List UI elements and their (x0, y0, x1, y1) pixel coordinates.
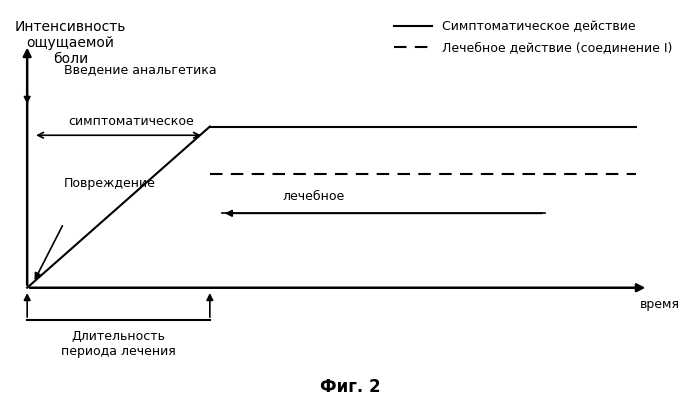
Text: время: время (640, 298, 680, 311)
Text: лечебное: лечебное (283, 190, 345, 203)
Text: Интенсивность
ощущаемой
боли: Интенсивность ощущаемой боли (15, 20, 127, 66)
Text: Введение анальгетика: Введение анальгетика (64, 63, 216, 76)
Text: Длительность
периода лечения: Длительность периода лечения (61, 330, 176, 358)
Text: Повреждение: Повреждение (64, 177, 155, 190)
Text: симптоматическое: симптоматическое (68, 115, 194, 128)
Legend: Симптоматическое действие, Лечебное действие (соединение I): Симптоматическое действие, Лечебное дейс… (388, 14, 678, 60)
Text: Фиг. 2: Фиг. 2 (320, 378, 380, 396)
